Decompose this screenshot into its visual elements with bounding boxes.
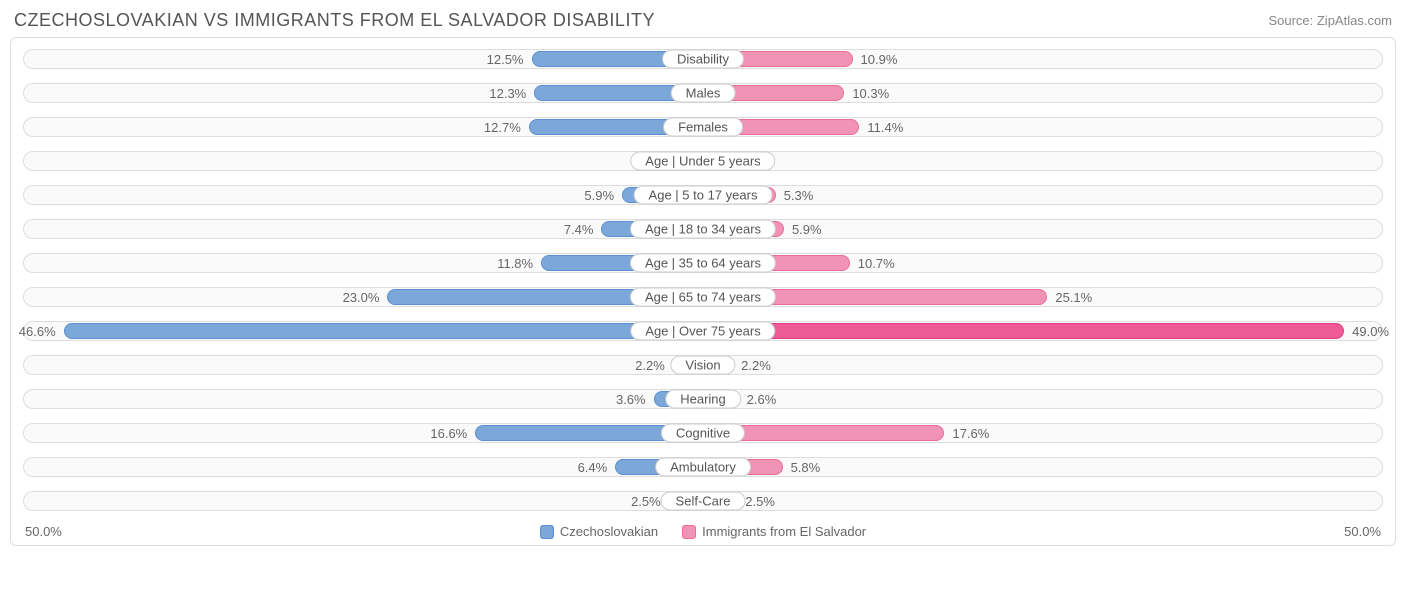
axis-right-max: 50.0%	[1321, 524, 1381, 539]
chart-area: 12.5% 10.9% Disability 12.3% 10.3% Males 12.7%…	[10, 37, 1396, 546]
row-right-half: 5.8%	[703, 454, 1389, 480]
chart-row: 7.4% 5.9% Age | 18 to 34 years	[17, 216, 1389, 242]
legend-item-left: Czechoslovakian	[540, 524, 658, 539]
row-left-half: 12.3%	[17, 80, 703, 106]
right-value-label: 10.7%	[858, 256, 895, 271]
left-value-label: 5.9%	[584, 188, 614, 203]
legend: Czechoslovakian Immigrants from El Salva…	[85, 524, 1321, 539]
chart-header: CZECHOSLOVAKIAN VS IMMIGRANTS FROM EL SA…	[10, 8, 1396, 37]
category-pill: Males	[671, 84, 736, 103]
right-value-label: 2.5%	[745, 494, 775, 509]
row-right-half: 10.7%	[703, 250, 1389, 276]
left-value-label: 12.5%	[487, 52, 524, 67]
left-value-label: 12.3%	[489, 86, 526, 101]
left-value-label: 11.8%	[497, 256, 533, 271]
category-pill: Disability	[662, 50, 744, 69]
right-value-label: 11.4%	[867, 120, 903, 135]
row-left-half: 12.7%	[17, 114, 703, 140]
right-value-label: 10.9%	[861, 52, 898, 67]
row-left-half: 23.0%	[17, 284, 703, 310]
row-left-half: 2.5%	[17, 488, 703, 514]
left-value-label: 16.6%	[430, 426, 467, 441]
row-left-half: 6.4%	[17, 454, 703, 480]
chart-row: 6.4% 5.8% Ambulatory	[17, 454, 1389, 480]
chart-source: Source: ZipAtlas.com	[1268, 13, 1392, 28]
chart-footer: 50.0% Czechoslovakian Immigrants from El…	[17, 522, 1389, 541]
right-value-label: 10.3%	[852, 86, 889, 101]
row-right-half: 25.1%	[703, 284, 1389, 310]
category-pill: Ambulatory	[655, 458, 751, 477]
row-right-half: 1.1%	[703, 148, 1389, 174]
category-pill: Age | 5 to 17 years	[634, 186, 773, 205]
row-right-half: 10.3%	[703, 80, 1389, 106]
left-value-label: 3.6%	[616, 392, 646, 407]
row-right-half: 2.6%	[703, 386, 1389, 412]
row-right-half: 17.6%	[703, 420, 1389, 446]
chart-row: 12.7% 11.4% Females	[17, 114, 1389, 140]
left-value-label: 23.0%	[343, 290, 380, 305]
category-pill: Age | 65 to 74 years	[630, 288, 776, 307]
row-left-half: 2.2%	[17, 352, 703, 378]
chart-row: 12.3% 10.3% Males	[17, 80, 1389, 106]
row-left-half: 1.5%	[17, 148, 703, 174]
row-right-half: 5.9%	[703, 216, 1389, 242]
row-left-half: 16.6%	[17, 420, 703, 446]
right-value-label: 49.0%	[1352, 324, 1389, 339]
left-value-label: 46.6%	[19, 324, 56, 339]
category-pill: Age | Under 5 years	[630, 152, 775, 171]
category-pill: Cognitive	[661, 424, 745, 443]
row-left-half: 12.5%	[17, 46, 703, 72]
row-right-half: 2.2%	[703, 352, 1389, 378]
right-value-label: 5.3%	[784, 188, 814, 203]
row-right-half: 5.3%	[703, 182, 1389, 208]
rows-container: 12.5% 10.9% Disability 12.3% 10.3% Males 12.7%…	[17, 46, 1389, 514]
category-pill: Age | 18 to 34 years	[630, 220, 776, 239]
legend-swatch-left	[540, 525, 554, 539]
row-right-half: 11.4%	[703, 114, 1389, 140]
row-right-half: 2.5%	[703, 488, 1389, 514]
right-bar	[703, 323, 1344, 339]
category-pill: Females	[663, 118, 743, 137]
chart-row: 46.6% 49.0% Age | Over 75 years	[17, 318, 1389, 344]
right-value-label: 17.6%	[952, 426, 989, 441]
chart-row: 5.9% 5.3% Age | 5 to 17 years	[17, 182, 1389, 208]
chart-row: 23.0% 25.1% Age | 65 to 74 years	[17, 284, 1389, 310]
row-left-half: 46.6%	[17, 318, 703, 344]
left-value-label: 6.4%	[578, 460, 608, 475]
left-value-label: 2.2%	[635, 358, 665, 373]
chart-row: 2.5% 2.5%Self-Care	[17, 488, 1389, 514]
chart-row: 3.6% 2.6% Hearing	[17, 386, 1389, 412]
chart-row: 11.8% 10.7% Age | 35 to 64 years	[17, 250, 1389, 276]
left-value-label: 12.7%	[484, 120, 521, 135]
row-right-half: 10.9%	[703, 46, 1389, 72]
row-left-half: 11.8%	[17, 250, 703, 276]
chart-row: 1.5%1.1%Age | Under 5 years	[17, 148, 1389, 174]
right-value-label: 25.1%	[1055, 290, 1092, 305]
left-value-label: 2.5%	[631, 494, 661, 509]
chart-row: 2.2% 2.2% Vision	[17, 352, 1389, 378]
left-value-label: 7.4%	[564, 222, 594, 237]
row-left-half: 5.9%	[17, 182, 703, 208]
category-pill: Hearing	[665, 390, 741, 409]
right-value-label: 5.9%	[792, 222, 822, 237]
category-pill: Age | Over 75 years	[630, 322, 775, 341]
category-pill: Vision	[670, 356, 735, 375]
right-value-label: 2.6%	[747, 392, 777, 407]
category-pill: Age | 35 to 64 years	[630, 254, 776, 273]
row-left-half: 7.4%	[17, 216, 703, 242]
row-left-half: 3.6%	[17, 386, 703, 412]
legend-swatch-right	[682, 525, 696, 539]
left-bar	[64, 323, 703, 339]
legend-label-right: Immigrants from El Salvador	[702, 524, 866, 539]
axis-left-max: 50.0%	[25, 524, 85, 539]
right-value-label: 5.8%	[791, 460, 821, 475]
chart-row: 16.6% 17.6% Cognitive	[17, 420, 1389, 446]
category-pill: Self-Care	[661, 492, 746, 511]
legend-label-left: Czechoslovakian	[560, 524, 658, 539]
chart-row: 12.5% 10.9% Disability	[17, 46, 1389, 72]
row-right-half: 49.0%	[703, 318, 1389, 344]
chart-title: CZECHOSLOVAKIAN VS IMMIGRANTS FROM EL SA…	[14, 10, 655, 31]
legend-item-right: Immigrants from El Salvador	[682, 524, 866, 539]
right-value-label: 2.2%	[741, 358, 771, 373]
